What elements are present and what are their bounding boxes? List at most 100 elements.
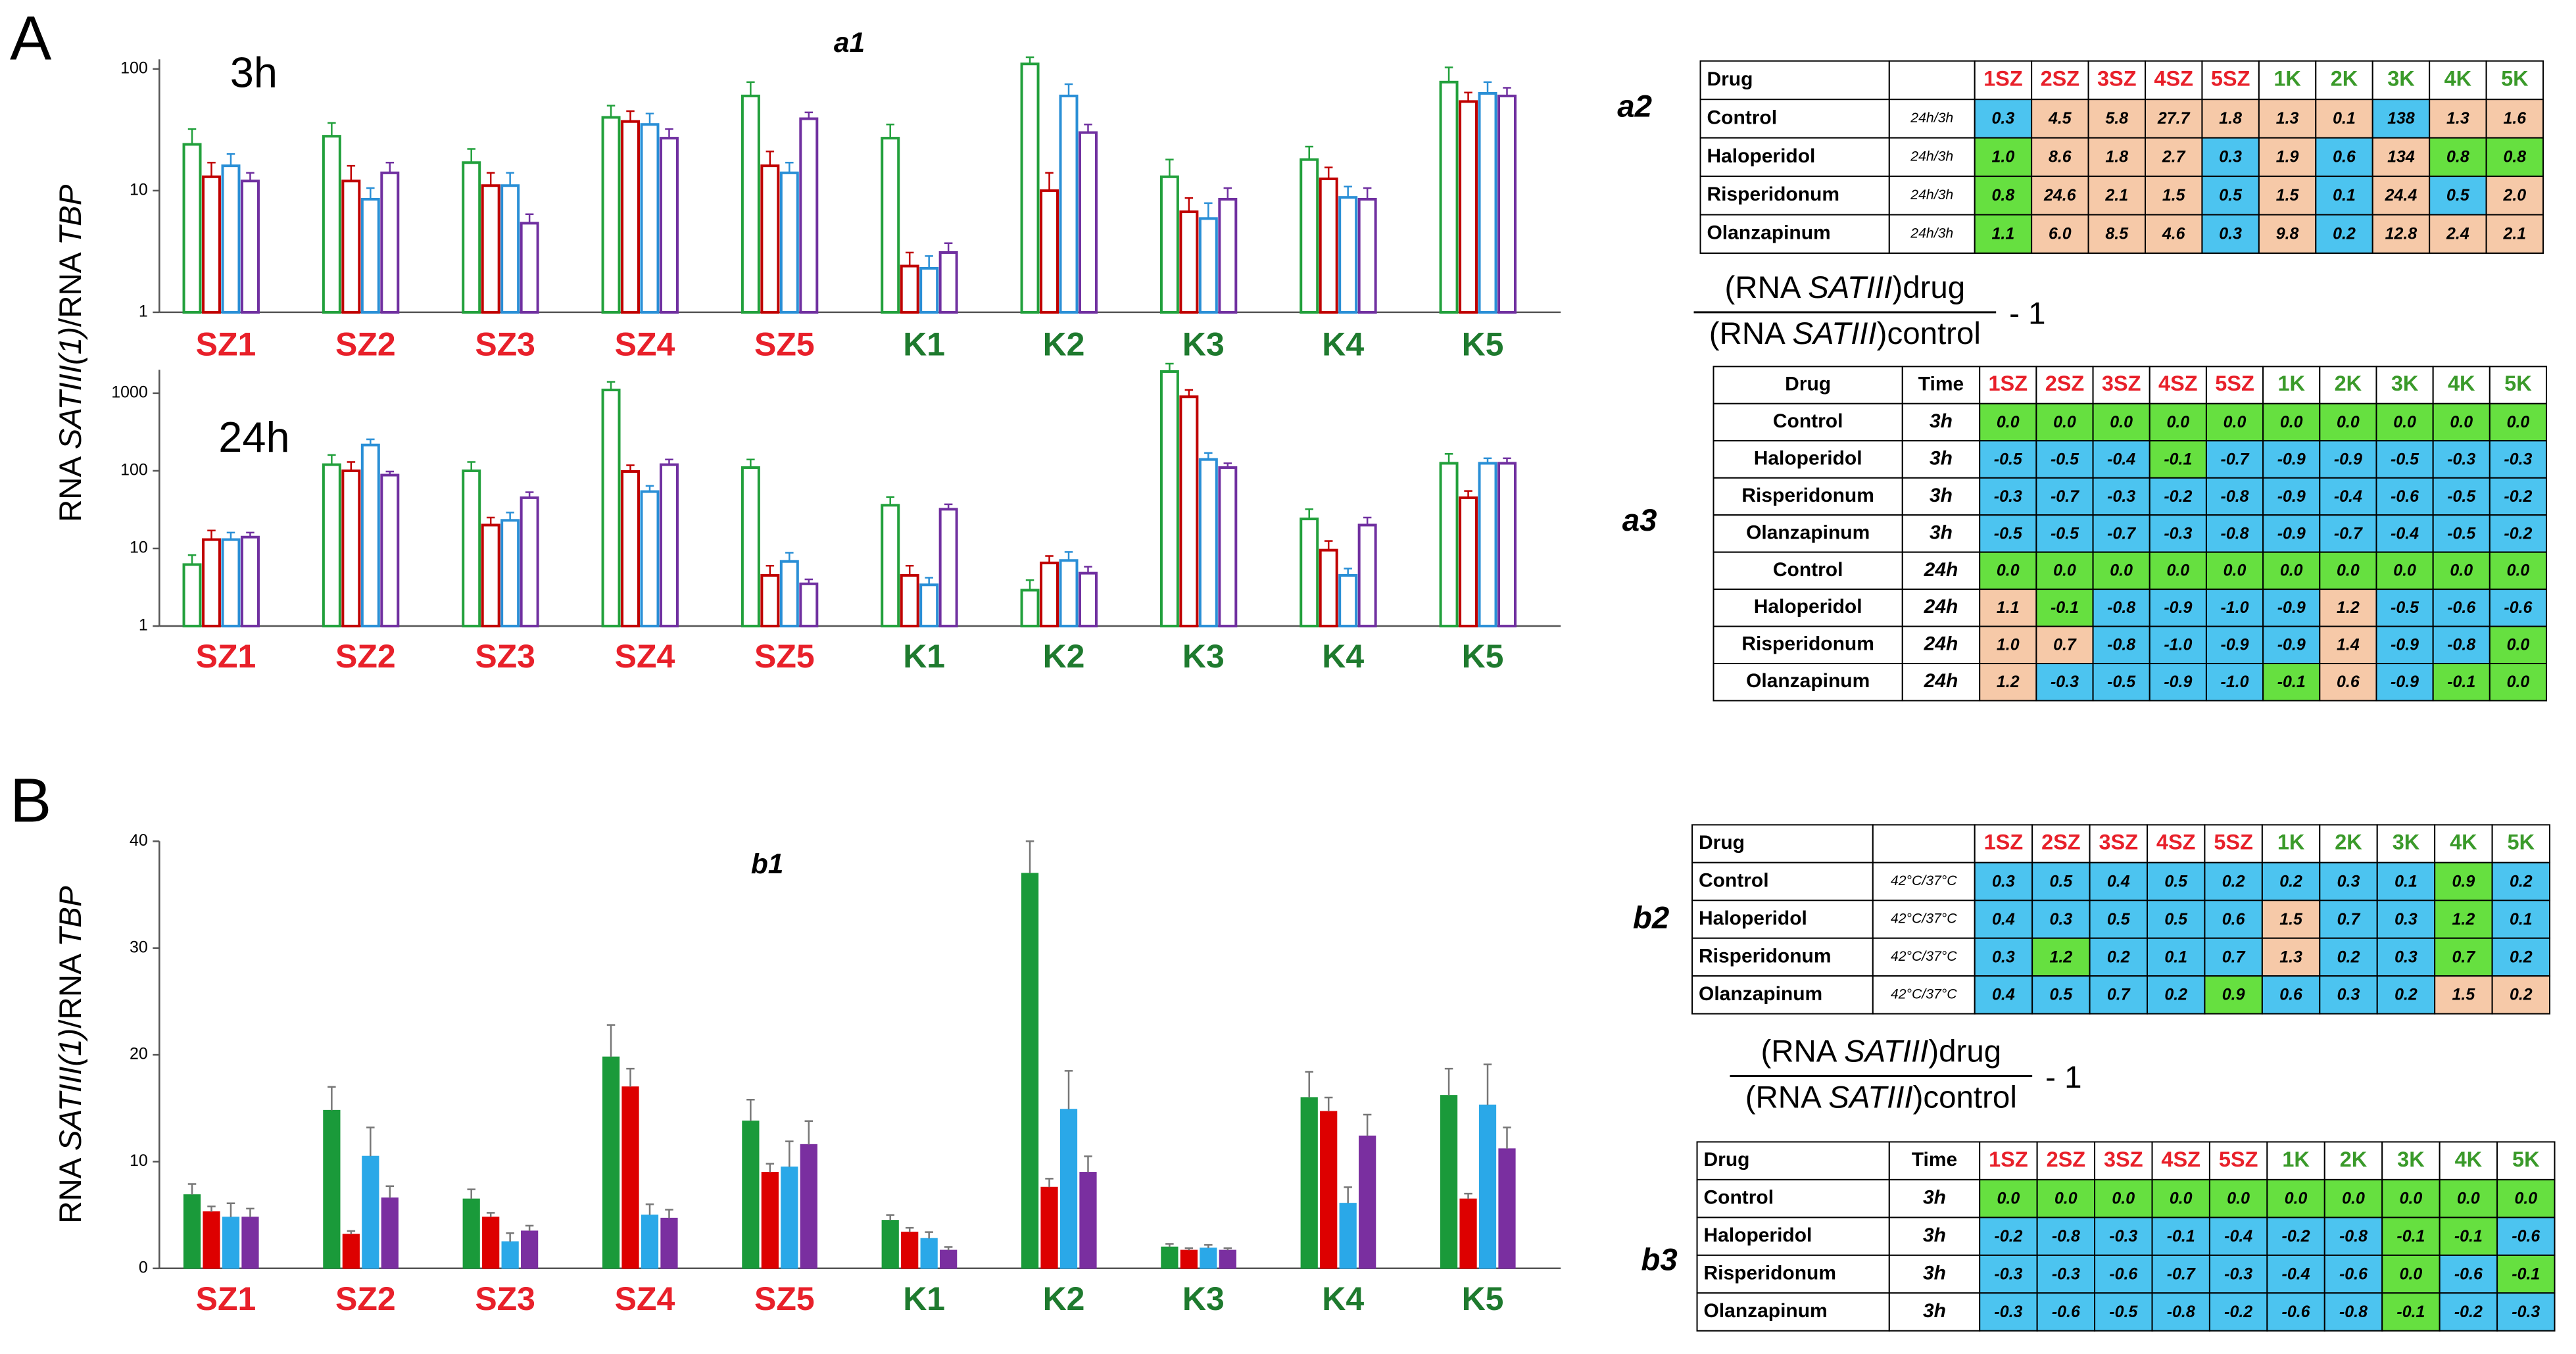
table-cell	[2031, 861, 2091, 902]
error-bar	[1464, 490, 1472, 498]
table-value: 0.6	[2222, 910, 2246, 929]
table-value: 0.7	[2222, 948, 2246, 966]
table-value: 0.0	[2285, 1189, 2308, 1207]
table-cell	[2485, 214, 2544, 254]
column-header: 1SZ	[1984, 831, 2024, 854]
error-bar	[944, 1246, 953, 1251]
table-value: 0.1	[2510, 910, 2533, 929]
table-cell	[2432, 625, 2491, 665]
table-cell	[2092, 589, 2151, 627]
bar	[1179, 395, 1199, 628]
row-label: Haloperidol	[1704, 1224, 1812, 1246]
table-value: -0.6	[2282, 1303, 2311, 1321]
table-cell	[2432, 402, 2491, 442]
column-header: 1K	[2277, 831, 2305, 854]
label-part: SATIII	[1828, 1080, 1912, 1115]
bar	[799, 582, 819, 628]
row-time: 3h	[1930, 447, 1953, 469]
table-value: 0.0	[2166, 562, 2189, 580]
table-value: -0.3	[2107, 487, 2135, 506]
table-value: 0.3	[1992, 872, 2015, 890]
bar	[482, 1217, 500, 1269]
table-value: 0.0	[2224, 413, 2247, 431]
bar	[1320, 1111, 1338, 1269]
table-value: 1.9	[2276, 148, 2299, 166]
table-value: 0.0	[2450, 562, 2473, 580]
bar	[742, 1121, 760, 1269]
bar	[1319, 177, 1338, 314]
table-cell	[1713, 514, 1903, 553]
table-value: 1.5	[2452, 986, 2476, 1004]
table-cell	[2375, 551, 2434, 591]
label-part: (RNA	[1725, 270, 1809, 304]
table-value: 0.0	[2400, 1189, 2423, 1207]
table-cell	[2089, 937, 2148, 977]
error-bar	[1204, 452, 1213, 460]
label-part: (RNA	[1745, 1080, 1829, 1115]
table-value: -0.8	[2221, 524, 2249, 543]
table-cell	[1901, 402, 1981, 442]
table-cell	[2145, 60, 2203, 101]
column-header: 3SZ	[2102, 372, 2141, 395]
table-value: 0.5	[2164, 872, 2188, 890]
table-value: -0.5	[2391, 598, 2419, 617]
panel-label: a1	[834, 27, 865, 58]
table-cell	[2261, 861, 2321, 902]
bar	[1159, 370, 1179, 628]
column-header: 3K	[2397, 1148, 2425, 1171]
table-value: -0.3	[1994, 1303, 2022, 1321]
table-cell	[2151, 1292, 2210, 1332]
table-value: -0.8	[2052, 1227, 2080, 1245]
error-bar	[606, 381, 616, 391]
bar	[660, 1217, 678, 1269]
table-value: 0.7	[2107, 986, 2131, 1004]
error-bar	[207, 1205, 216, 1212]
table-value: -0.5	[2107, 673, 2136, 691]
error-bar	[1084, 1155, 1092, 1173]
error-bar	[1464, 91, 1472, 102]
bar	[1357, 523, 1377, 628]
bar	[621, 120, 641, 314]
table-cell	[1872, 861, 1976, 902]
table-value: -0.2	[1994, 1227, 2022, 1245]
table-cell	[2149, 402, 2207, 442]
table-cell	[2092, 440, 2151, 479]
error-bar	[525, 1224, 534, 1231]
styled-label: (RNA SATIII)control	[1745, 1080, 2017, 1115]
table-cell	[1888, 99, 1976, 139]
table-cell	[2371, 214, 2431, 254]
error-bar	[1344, 1186, 1352, 1203]
table-cell	[1699, 214, 1890, 254]
table-cell	[2434, 861, 2493, 902]
table-cell	[1872, 975, 1976, 1015]
error-bar	[886, 1214, 894, 1221]
error-bar	[1305, 145, 1313, 160]
bar	[500, 184, 520, 314]
table-header: Drug	[1699, 832, 1745, 854]
table-value: 0.2	[2510, 986, 2533, 1004]
label-part: )drug	[1892, 270, 1965, 304]
table-value: 0.7	[2452, 948, 2476, 966]
row-time: 3h	[1923, 1300, 1946, 1322]
table-value: 0.5	[2164, 910, 2188, 929]
table-value: -0.2	[2164, 487, 2192, 506]
error-bar	[1483, 81, 1492, 93]
error-bar	[1064, 83, 1073, 96]
row-label: Risperidonum	[1704, 1262, 1836, 1284]
row-label: Olanzapinum	[1699, 983, 1822, 1005]
table-cell	[2381, 1254, 2441, 1294]
bar	[1059, 559, 1079, 628]
table-value: 1.2	[1997, 673, 2020, 691]
table-cell	[2489, 589, 2548, 627]
bar	[779, 171, 799, 314]
bar	[1179, 210, 1199, 314]
table-cell	[1979, 1178, 2038, 1219]
table-cell	[2035, 440, 2094, 479]
x-tick-label: SZ3	[475, 638, 535, 675]
y-tick-label: 10	[130, 1151, 148, 1170]
table-cell	[2261, 937, 2321, 977]
table-cell	[2485, 99, 2544, 139]
table-cell	[2031, 60, 2089, 101]
row-ratio: 24h/3h	[1910, 149, 1953, 164]
table-value: -0.6	[2504, 598, 2533, 617]
